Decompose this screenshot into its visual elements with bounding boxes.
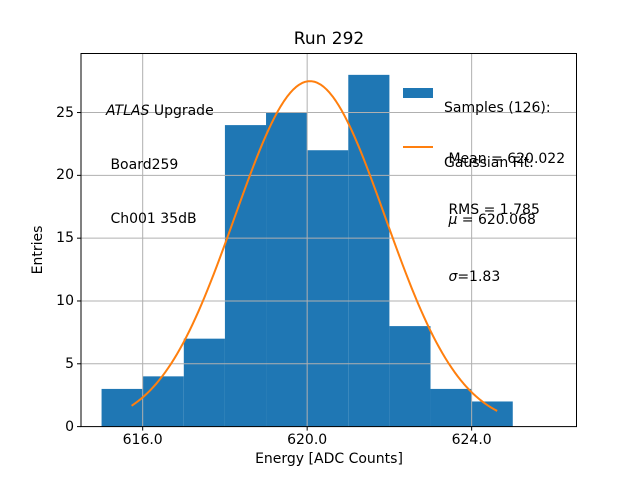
- x-axis-label: Energy [ADC Counts]: [255, 451, 403, 467]
- y-tick-label: 10: [56, 292, 74, 309]
- histogram-bar: [183, 338, 225, 427]
- annotation-line-3: Ch001 35dB: [106, 211, 197, 227]
- legend-samples-rms: RMS = 1.785: [444, 202, 540, 218]
- mu-symbol: μ: [444, 212, 458, 228]
- histogram-bar: [389, 326, 431, 427]
- legend-handle-histogram-swatch: [403, 88, 433, 98]
- legend-fit-mu: μ = 620.068: [444, 212, 536, 228]
- legend-handle-fit-line: [403, 146, 433, 148]
- legend-entry-samples: Samples (126): Mean = 620.022 RMS = 1.78…: [444, 66, 565, 253]
- plot-border: [80, 53, 577, 428]
- legend-samples-title: Samples (126):: [444, 100, 551, 116]
- annotation-upgrade: Upgrade: [149, 103, 214, 119]
- x-tick-label: 620.0: [287, 432, 328, 448]
- legend-fit-title: Gaussian Fit:: [444, 155, 534, 171]
- legend-fit-sigma: σ=1.83: [444, 269, 501, 285]
- x-tick-label: 616.0: [122, 432, 163, 448]
- legend-samples-mean: Mean = 620.022: [444, 151, 566, 167]
- sigma-symbol: σ: [444, 269, 458, 285]
- histogram-bar: [266, 112, 308, 427]
- histogram-bar: [224, 125, 267, 427]
- y-tick-label: 5: [65, 355, 74, 372]
- annotation-atlas: ATLAS Upgrade Board259 Ch001 35dB: [106, 66, 214, 264]
- annotation-atlas-italic: ATLAS: [106, 103, 150, 119]
- annotation-line-2: Board259: [106, 157, 179, 173]
- chart-title: Run 292: [293, 29, 365, 49]
- annotation-line-1: ATLAS Upgrade: [106, 102, 214, 120]
- y-tick-label: 25: [56, 104, 74, 121]
- y-tick-label: 0: [65, 418, 74, 435]
- histogram-bar: [471, 401, 513, 427]
- histogram-bar: [348, 74, 390, 427]
- histogram-bar: [142, 376, 184, 427]
- y-tick-label: 20: [56, 167, 74, 184]
- x-tick-label: 624.0: [451, 432, 492, 448]
- gaussian-fit-curve: [131, 80, 498, 412]
- y-tick-label: 15: [56, 230, 74, 247]
- histogram-bar: [307, 150, 349, 427]
- histogram-bar: [101, 388, 143, 427]
- legend-entry-gaussian-fit: Gaussian Fit: μ = 620.068 σ=1.83: [444, 116, 536, 325]
- histogram-bar: [430, 388, 472, 427]
